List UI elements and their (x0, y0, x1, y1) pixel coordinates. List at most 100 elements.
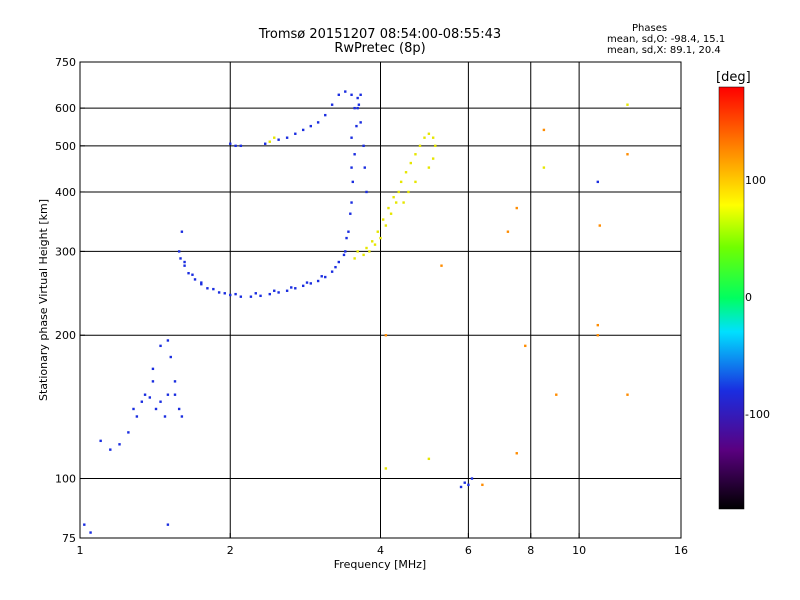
data-point (166, 393, 170, 396)
data-point (506, 230, 510, 233)
data-point (596, 334, 599, 337)
data-point (371, 240, 374, 243)
data-point (515, 452, 518, 455)
data-point (353, 257, 356, 260)
data-point (470, 477, 474, 480)
data-point (349, 212, 352, 215)
data-point (143, 393, 147, 396)
data-point (183, 260, 186, 264)
data-point (344, 250, 347, 253)
data-point (357, 103, 361, 106)
y-axis-label: Stationary phase Virtual Height [km] (37, 199, 50, 401)
data-point (350, 166, 353, 169)
data-point (200, 283, 203, 286)
data-point (365, 190, 368, 194)
data-point (254, 292, 257, 295)
data-point (173, 380, 177, 383)
data-point (350, 93, 353, 96)
data-point (362, 253, 365, 257)
data-point (350, 201, 353, 204)
data-point (173, 393, 177, 396)
x-tick-label: 6 (465, 544, 472, 557)
y-tick-label: 100 (55, 473, 76, 486)
data-point (598, 224, 601, 227)
data-point (463, 481, 466, 484)
data-point (316, 121, 320, 124)
data-point (355, 124, 358, 128)
data-point (294, 132, 297, 135)
data-point (481, 483, 484, 487)
chart-title: Tromsø 20151207 08:54:00-08:55:43 (258, 27, 502, 42)
data-point (159, 344, 162, 348)
data-point (596, 323, 599, 327)
data-point (440, 264, 443, 267)
phases-x-stats: mean, sd,X: 89.1, 20.4 (607, 45, 721, 56)
data-point (409, 161, 412, 165)
data-point (384, 467, 388, 470)
data-point (229, 142, 232, 145)
data-point (154, 407, 158, 411)
data-point (183, 264, 186, 267)
data-point (118, 443, 121, 446)
x-axis-label: Frequency [MHz] (334, 558, 426, 571)
data-point (353, 106, 356, 110)
data-point (324, 275, 327, 279)
data-point (89, 531, 92, 534)
data-point (259, 294, 262, 298)
data-point (356, 106, 359, 110)
data-point (223, 292, 226, 295)
x-tick-label: 8 (527, 544, 534, 557)
data-point (365, 246, 368, 250)
data-point (345, 236, 348, 240)
data-point (414, 153, 417, 156)
data-point (337, 93, 341, 96)
data-point (135, 415, 139, 418)
data-point (350, 136, 353, 139)
data-point (359, 93, 362, 96)
data-point (217, 291, 221, 294)
data-point (431, 136, 435, 139)
data-point (234, 144, 237, 148)
data-point (83, 523, 86, 526)
data-point (301, 284, 305, 288)
data-point (368, 250, 371, 253)
data-point (353, 153, 356, 156)
x-tick-label: 10 (572, 544, 586, 557)
x-tick-label: 4 (377, 544, 384, 557)
data-point (148, 396, 152, 399)
y-tick-label: 300 (55, 245, 76, 258)
data-point (277, 291, 280, 294)
data-point (177, 407, 181, 411)
data-point (127, 431, 130, 434)
data-point (193, 278, 197, 281)
data-point (459, 485, 463, 489)
data-point (239, 295, 243, 298)
data-point (166, 339, 170, 342)
data-point (467, 483, 470, 487)
y-axis-ticks: 75 100 200 300 400 500 600 750 (55, 56, 85, 545)
data-point (381, 218, 385, 221)
data-point (187, 272, 190, 275)
data-point (151, 367, 155, 371)
data-point (418, 144, 422, 148)
data-point (347, 230, 350, 233)
data-point (515, 206, 518, 210)
data-point (373, 243, 377, 246)
data-point (389, 212, 393, 215)
data-point (394, 201, 398, 204)
data-point (334, 265, 337, 269)
x-axis-ticks: 1 2 4 6 8 10 16 (77, 533, 688, 557)
data-point (200, 281, 203, 284)
data-point (404, 171, 408, 174)
data-point (376, 230, 379, 233)
x-tick-label: 2 (227, 544, 234, 557)
data-point (397, 190, 400, 194)
data-point (542, 166, 546, 169)
data-point (273, 136, 276, 139)
data-point (290, 286, 293, 289)
data-point (132, 407, 135, 411)
data-point (626, 393, 629, 396)
data-point (264, 142, 267, 145)
data-point (163, 415, 167, 418)
